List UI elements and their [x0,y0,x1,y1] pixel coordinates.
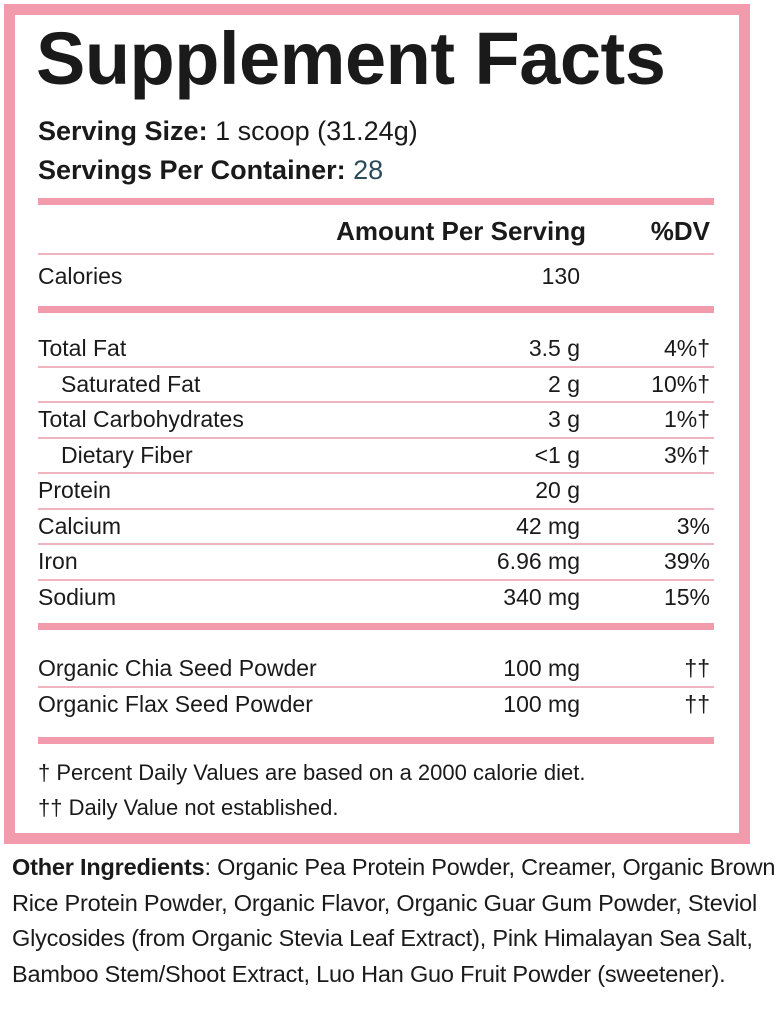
serving-size-value: 1 scoop (31.24g) [215,116,418,146]
nutrient-name: Dietary Fiber [61,441,193,468]
other-ingredients-label: Other Ingredients [12,854,205,880]
nutrient-dv: †† [684,691,710,717]
nutrient-amount: 130 [541,263,580,289]
nutrient-row: Dietary Fiber <1 g 3%† [38,438,714,472]
nutrient-row: Iron 6.96 mg 39% [38,544,714,578]
nutrient-dv: 3% [676,512,710,539]
divider-thin [38,401,714,403]
nutrient-name: Organic Flax Seed Powder [38,691,313,717]
nutrient-name: Saturated Fat [61,370,201,397]
nutrient-row: Protein 20 g [38,473,714,507]
dv-header: %DV [650,216,710,246]
nutrient-dv: 15% [663,583,710,610]
nutrient-dv: †† [684,655,710,681]
nutrient-dv: 39% [663,548,710,574]
divider-thick [38,737,714,744]
serving-size: Serving Size: 1 scoop (31.24g) [38,118,418,145]
nutrient-row: Calcium 42 mg 3% [38,509,714,543]
nutrient-dv: 1%† [663,406,710,432]
divider-thick [38,306,714,313]
divider-thick [38,198,714,205]
nutrient-amount: 340 mg [503,583,580,610]
servings-per-container: Servings Per Container: 28 [38,157,383,184]
nutrient-name: Calcium [38,512,122,539]
divider-thin [38,365,714,368]
serving-size-label: Serving Size: [38,116,208,146]
nutrient-row: Total Fat 3.5 g 4%† [38,331,714,365]
nutrient-dv: 3%† [663,441,710,468]
divider-thin [38,507,714,510]
supplement-facts-panel [4,4,750,844]
nutrient-amount: 3 g [548,406,580,432]
nutrient-name: Iron [38,548,78,574]
divider-thin [38,436,714,439]
footnote: †† Daily Value not established. [38,795,339,820]
nutrient-name: Calories [38,263,123,289]
nutrient-amount: 3.5 g [528,335,580,361]
nutrient-amount: 20 g [535,477,580,503]
panel-title: Supplement Facts [36,17,666,100]
nutrient-amount: <1 g [534,441,580,468]
nutrient-amount: 100 mg [503,691,580,717]
footnote: † Percent Daily Values are based on a 20… [38,760,586,785]
nutrient-dv: 10%† [651,370,710,397]
servings-label: Servings Per Container: [38,155,346,185]
amount-header: Amount Per Serving [336,216,586,246]
divider-thick [38,623,714,630]
nutrient-dv: 4%† [663,335,710,361]
divider-thin [38,543,714,545]
nutrient-row: Organic Flax Seed Powder 100 mg †† [38,687,714,721]
nutrient-row: Total Carbohydrates 3 g 1%† [38,402,714,436]
nutrient-name: Sodium [38,583,116,610]
other-ingredients-text: : Organic Pea Protein Powder, Creamer, O… [12,854,776,987]
nutrient-name: Total Fat [38,335,127,361]
servings-value: 28 [353,155,384,185]
nutrient-row: Sodium 340 mg 15% [38,580,714,614]
nutrient-row: Saturated Fat 2 g 10%† [38,367,714,401]
divider-thin [38,578,714,581]
nutrient-amount: 42 mg [516,512,580,539]
nutrient-name: Protein [38,477,111,503]
nutrient-amount: 100 mg [503,655,580,681]
other-ingredients: Other Ingredients: Organic Pea Protein P… [12,850,777,992]
nutrient-amount: 2 g [548,370,580,397]
divider-thin [38,686,714,688]
nutrient-amount: 6.96 mg [496,548,580,574]
divider-thin [38,253,714,255]
divider-thin [38,472,714,474]
calories-row: Calories 130 [38,259,714,293]
column-header: Amount Per Serving %DV [38,214,714,248]
nutrient-row: Organic Chia Seed Powder 100 mg †† [38,651,714,685]
nutrient-name: Organic Chia Seed Powder [38,655,317,681]
nutrient-name: Total Carbohydrates [38,406,244,432]
